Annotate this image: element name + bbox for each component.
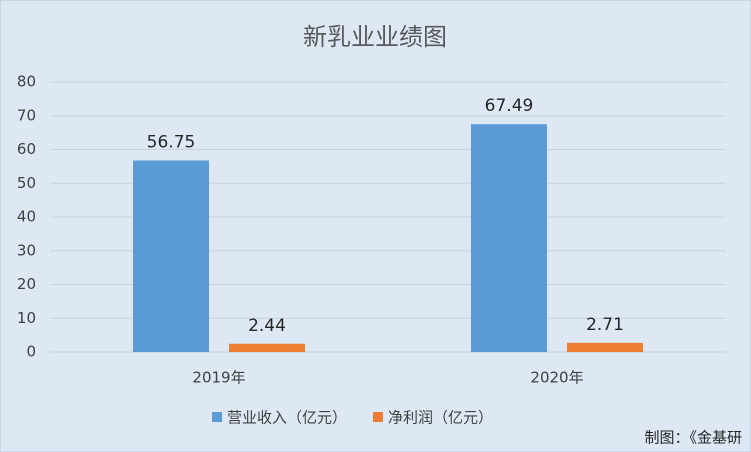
y-tick-label: 70	[17, 106, 36, 124]
data-label: 67.49	[485, 96, 534, 116]
y-tick-label: 20	[17, 275, 36, 293]
legend-swatch	[212, 412, 222, 422]
data-label: 2.71	[586, 315, 624, 335]
y-tick-label: 80	[17, 73, 36, 91]
legend-label: 净利润（亿元）	[388, 409, 493, 427]
legend-label: 营业收入（亿元）	[227, 409, 347, 427]
data-label: 2.44	[248, 316, 286, 336]
x-tick-label: 2019年	[192, 369, 245, 387]
y-tick-label: 0	[26, 343, 36, 361]
x-tick-label: 2020年	[530, 369, 583, 387]
bar	[567, 342, 643, 352]
y-tick-label: 60	[17, 140, 36, 158]
bar	[133, 160, 209, 352]
y-tick-label: 30	[17, 241, 36, 259]
data-label: 56.75	[147, 132, 196, 152]
bar	[471, 124, 547, 352]
bar	[229, 343, 305, 352]
footer: 制图：《金基研	[644, 429, 742, 447]
y-tick-label: 40	[17, 208, 36, 226]
y-tick-label: 50	[17, 174, 36, 192]
legend-swatch	[373, 412, 384, 422]
chart-title: 新乳业业绩图	[303, 23, 447, 51]
y-tick-label: 10	[17, 309, 36, 327]
